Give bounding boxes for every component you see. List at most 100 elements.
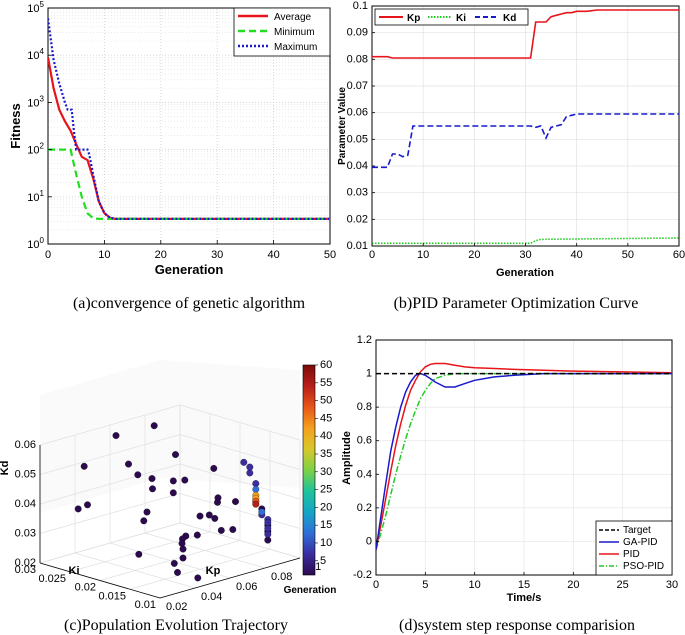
panel-b-xtick-label: 0 xyxy=(369,249,375,261)
scatter-point xyxy=(205,511,213,519)
panel-b-grid xyxy=(371,5,680,247)
panel-b-xlabel: Generation xyxy=(496,267,554,279)
panel-c-xlabel: Kp xyxy=(206,565,221,577)
colorbar-tick-label: 5 xyxy=(320,555,326,567)
legend-pso-pid-label: PSO-PID xyxy=(623,561,664,572)
panel-c-zlabel: Kd xyxy=(0,461,11,476)
ytick-exponent: 0 xyxy=(40,236,45,245)
ytick-exponent: 1 xyxy=(40,189,45,198)
scatter-point xyxy=(211,514,219,522)
panel-a-xtick-label: 30 xyxy=(211,249,223,261)
panel-a-ytick-label: 103 xyxy=(27,94,44,109)
panel-a-xtick-label: 50 xyxy=(324,249,336,261)
panel-d-step-response: 0 5 10 15 20 25 30-0.200.20.40.60.811.2 Time/s… xyxy=(341,334,678,634)
panel-c-3d-scatter: 0.020.040.060.080.10.010.0150.020.0250.0… xyxy=(0,359,336,634)
panel-b-ticks: 0 10 20 30 40 50 60 0.01 0.02 0.03 0.04 0.05 0.06 0.0… xyxy=(347,0,685,261)
panel-c-backwall-gridline xyxy=(39,493,181,534)
scatter-point xyxy=(178,539,186,547)
scatter-point xyxy=(252,500,260,508)
panel-c-ytick-label: 0.015 xyxy=(98,590,126,602)
panel-c-ytick-label: 0.02 xyxy=(75,582,96,594)
panel-b-ytick-label: 0.09 xyxy=(347,27,368,39)
colorbar-tick-label: 15 xyxy=(320,519,332,531)
panel-b-lines xyxy=(372,9,679,245)
panel-b-ytick-label: 0.07 xyxy=(347,80,368,92)
series-minimum-line xyxy=(48,148,330,220)
panel-a-ytick-label: 101 xyxy=(27,189,44,204)
series-kp-line xyxy=(372,9,679,59)
panel-a-ytick-label: 104 xyxy=(27,47,44,62)
panel-c-ztick-label: 0.05 xyxy=(15,469,36,481)
scatter-point xyxy=(194,574,202,582)
panel-c-ztick-label: 0.03 xyxy=(15,528,36,540)
panel-b-xtick-label: 60 xyxy=(673,249,685,261)
series-ki-line xyxy=(372,237,679,245)
scatter-point xyxy=(174,568,181,576)
panel-a-ylabel: Fitness xyxy=(8,103,23,149)
panel-d-xtick-label: 10 xyxy=(469,579,481,591)
panel-a-ytick-label: 102 xyxy=(27,142,44,157)
panel-c-ytick-label: 0.01 xyxy=(135,599,156,611)
ytick-exponent: 3 xyxy=(40,94,45,103)
ytick-exponent: 5 xyxy=(40,0,45,9)
ytick-base: 10 xyxy=(27,3,39,15)
legend-target-label: Target xyxy=(623,525,651,536)
panel-c-ztick-label: 0.02 xyxy=(15,557,36,569)
panel-b-ytick-label: 0.01 xyxy=(347,240,368,252)
scatter-point xyxy=(172,451,179,459)
panel-c-ytick-label: 0.03 xyxy=(15,564,36,576)
series-maximum-line xyxy=(48,18,330,220)
colorbar-tick-label: 60 xyxy=(320,359,332,371)
scatter-point xyxy=(140,517,148,525)
scatter-point xyxy=(217,526,225,534)
scatter-point xyxy=(169,489,177,497)
panel-d-ytick-label: 0.2 xyxy=(357,502,372,514)
colorbar-tick-label: 25 xyxy=(320,484,332,496)
scatter-point xyxy=(80,462,88,470)
colorbar-tick-label: 30 xyxy=(320,466,332,478)
colorbar-tick-label: 10 xyxy=(320,537,332,549)
scatter-point xyxy=(240,458,248,466)
colorbar-tick-label: 40 xyxy=(320,430,332,442)
panel-b-xtick-label: 50 xyxy=(622,249,634,261)
panel-c-ztick-label: 0.06 xyxy=(15,439,36,451)
scatter-point xyxy=(264,524,272,532)
series-ga-pid-line xyxy=(376,372,672,550)
scatter-point xyxy=(210,464,218,472)
panel-c-colorbar-ticks: 5 10 15 20 25 30 35 40 45 50 55 60 xyxy=(315,359,332,567)
scatter-point xyxy=(143,508,151,516)
scatter-point xyxy=(169,477,177,485)
ytick-base: 10 xyxy=(27,192,39,204)
series-pid-line xyxy=(376,362,672,550)
scatter-point xyxy=(125,460,132,468)
legend-pid-label: PID xyxy=(623,549,640,560)
panel-c-xtick-label: 0.04 xyxy=(201,591,222,603)
legend-minimum-label: Minimum xyxy=(274,27,315,38)
panel-d-ytick-label: 0 xyxy=(366,535,372,547)
panel-c-colorbar-label: Generation xyxy=(284,585,337,596)
panel-c-x-axis xyxy=(159,557,301,599)
scatter-point xyxy=(196,512,204,520)
panel-d-xtick-label: 5 xyxy=(422,579,428,591)
scatter-point xyxy=(258,508,266,516)
ytick-base: 10 xyxy=(27,97,39,109)
panel-c-xtick-label: 0.08 xyxy=(271,571,292,583)
scatter-point xyxy=(229,526,237,533)
panel-a-ytick-label: 105 xyxy=(27,0,44,15)
ytick-base: 10 xyxy=(27,145,39,157)
panel-d-xtick-label: 0 xyxy=(373,579,379,591)
panel-d-xtick-label: 30 xyxy=(666,579,678,591)
ytick-base: 10 xyxy=(27,239,39,251)
panel-c-sidewall-gridline xyxy=(179,493,301,529)
panel-b-ytick-label: 0.03 xyxy=(347,187,368,199)
panel-a-legend: Average Minimum Maximum xyxy=(233,7,331,57)
panel-d-legend: Target GA-PID PID PSO-PID xyxy=(595,520,673,576)
panel-b-ytick-label: 0.02 xyxy=(347,213,368,225)
panel-b-caption: (b)PID Parameter Optimization Curve xyxy=(394,295,639,312)
panel-c-grid xyxy=(39,404,301,599)
panel-b-ytick-label: 0.04 xyxy=(347,160,368,172)
panel-c-ztick-label: 0.04 xyxy=(15,498,36,510)
scatter-point xyxy=(214,498,221,506)
